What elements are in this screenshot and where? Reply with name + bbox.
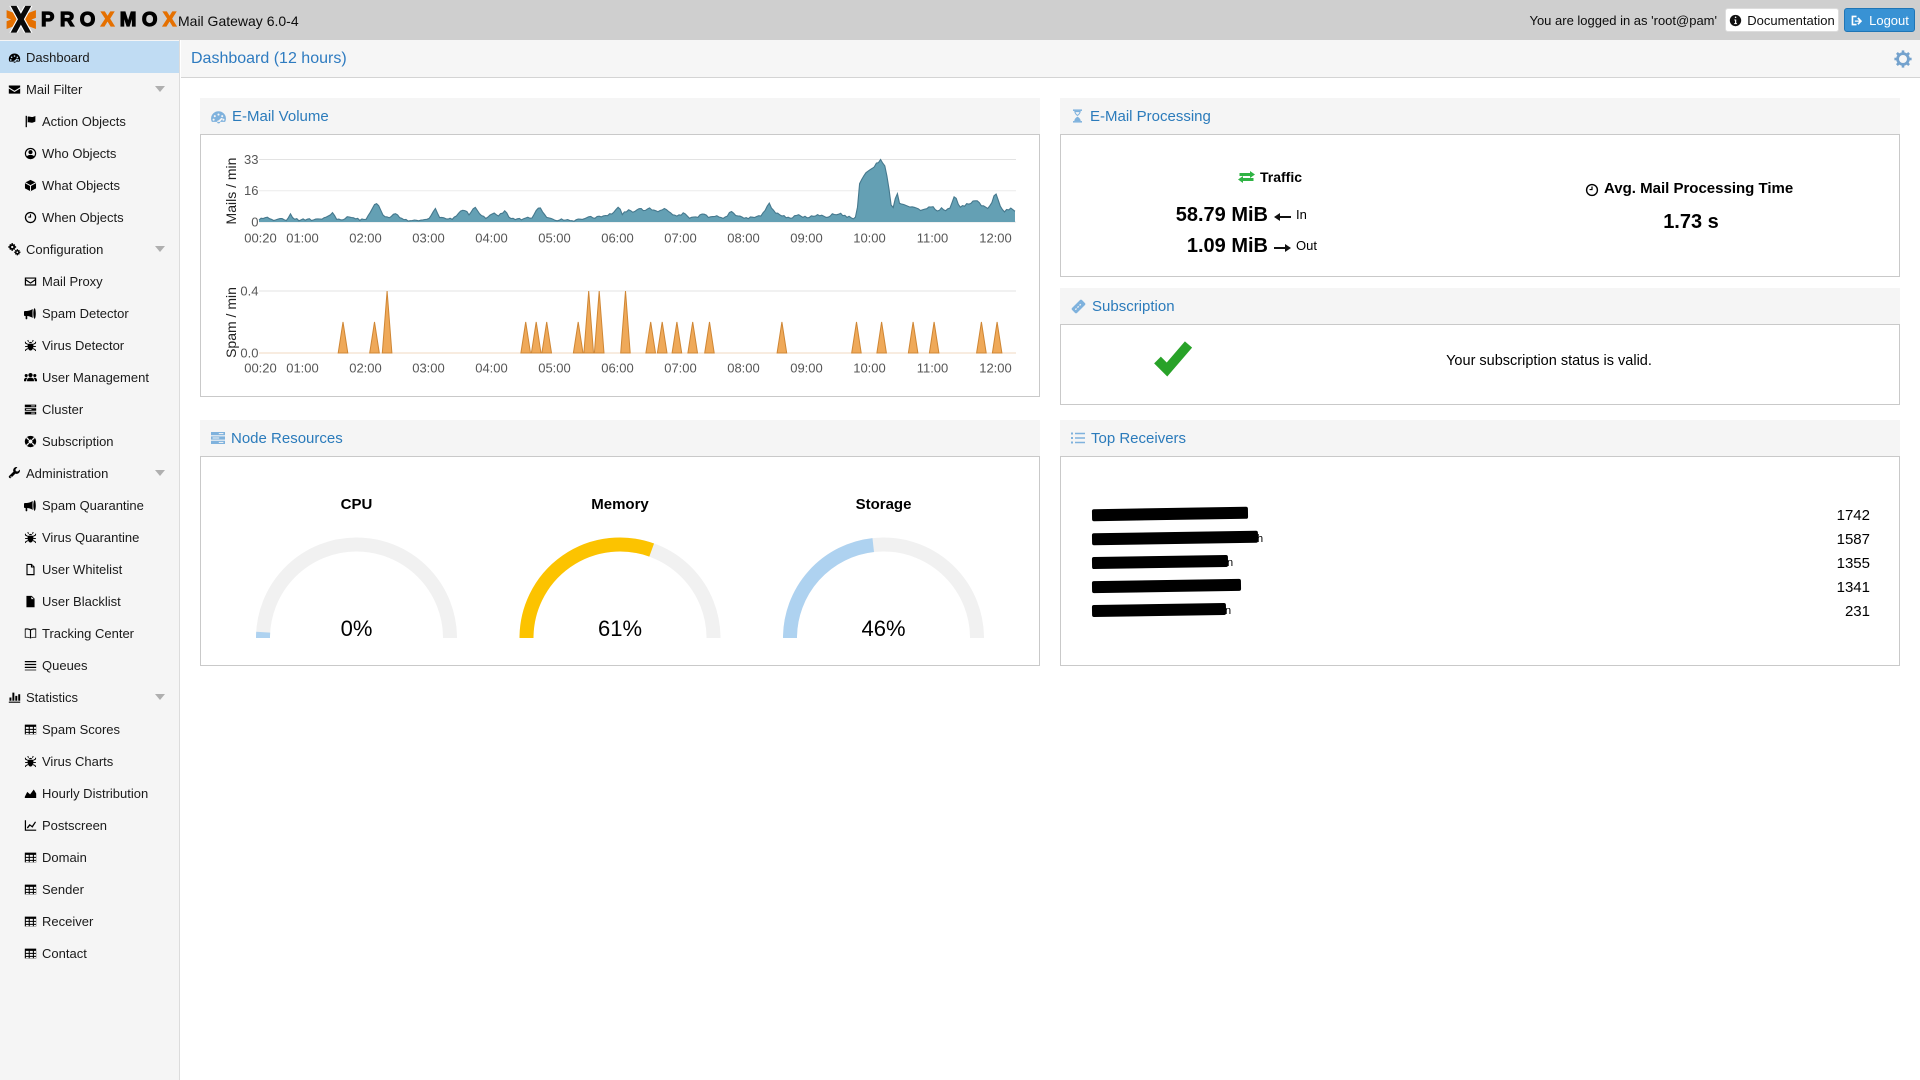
svg-text:07:00: 07:00 (664, 231, 697, 246)
svg-text:61%: 61% (598, 616, 642, 641)
svg-text:33: 33 (244, 152, 258, 167)
svg-text:08:00: 08:00 (727, 231, 760, 246)
svg-text:CPU: CPU (341, 496, 373, 513)
svg-text:Mails / min: Mails / min (223, 158, 239, 225)
svg-text:00:20: 00:20 (244, 361, 277, 376)
svg-text:Storage: Storage (856, 496, 912, 513)
svg-text:0.4: 0.4 (240, 284, 258, 299)
svg-text:0%: 0% (341, 616, 373, 641)
svg-text:02:00: 02:00 (349, 231, 382, 246)
svg-text:0.0: 0.0 (240, 346, 258, 361)
svg-text:06:00: 06:00 (601, 231, 634, 246)
svg-text:10:00: 10:00 (853, 231, 886, 246)
svg-text:01:00: 01:00 (286, 231, 319, 246)
svg-text:07:00: 07:00 (664, 361, 697, 376)
svg-text:0: 0 (251, 215, 258, 230)
svg-text:12:00: 12:00 (979, 361, 1012, 376)
svg-text:03:00: 03:00 (412, 361, 445, 376)
svg-text:12:00: 12:00 (979, 231, 1012, 246)
svg-text:10:00: 10:00 (853, 361, 886, 376)
svg-text:00:20: 00:20 (244, 231, 277, 246)
svg-text:04:00: 04:00 (475, 361, 508, 376)
svg-text:16: 16 (244, 183, 258, 198)
svg-text:03:00: 03:00 (412, 231, 445, 246)
svg-text:06:00: 06:00 (601, 361, 634, 376)
svg-text:Memory: Memory (591, 496, 649, 513)
svg-text:04:00: 04:00 (475, 231, 508, 246)
svg-text:09:00: 09:00 (790, 361, 823, 376)
svg-text:11:00: 11:00 (917, 231, 949, 246)
svg-text:46%: 46% (861, 616, 905, 641)
svg-text:02:00: 02:00 (349, 361, 382, 376)
svg-text:11:00: 11:00 (917, 361, 949, 376)
svg-text:05:00: 05:00 (538, 361, 571, 376)
svg-text:Spam / min: Spam / min (223, 287, 239, 358)
svg-text:01:00: 01:00 (286, 361, 319, 376)
svg-text:09:00: 09:00 (790, 231, 823, 246)
svg-text:05:00: 05:00 (538, 231, 571, 246)
svg-text:08:00: 08:00 (727, 361, 760, 376)
